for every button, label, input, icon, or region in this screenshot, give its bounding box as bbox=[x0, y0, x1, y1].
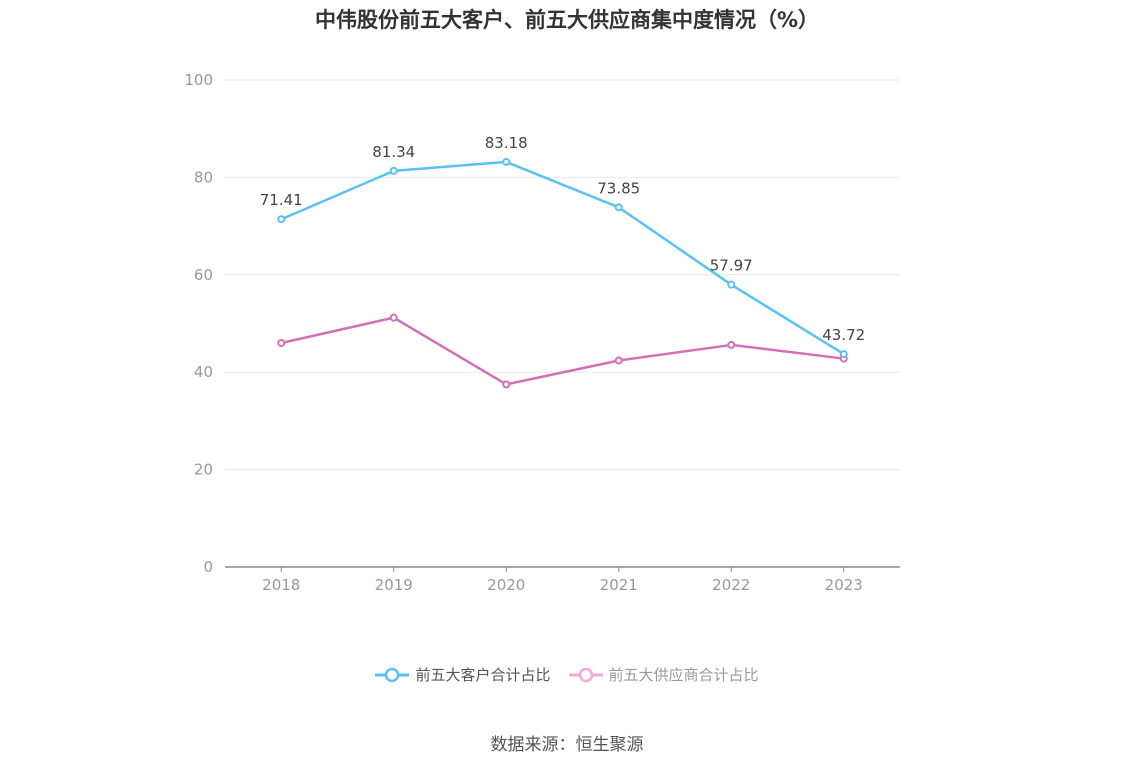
x-tick-label: 2023 bbox=[825, 576, 863, 594]
legend-item-suppliers[interactable]: 前五大供应商合计占比 bbox=[568, 664, 759, 685]
chart-title: 中伟股份前五大客户、前五大供应商集中度情况（%） bbox=[314, 8, 820, 32]
data-label: 83.18 bbox=[485, 134, 528, 152]
data-label: 81.34 bbox=[372, 143, 415, 161]
y-tick-label: 20 bbox=[194, 461, 213, 479]
legend-label-customers: 前五大客户合计占比 bbox=[415, 666, 551, 684]
data-label: 71.41 bbox=[260, 191, 303, 209]
data-point bbox=[502, 157, 511, 166]
data-point bbox=[839, 350, 848, 359]
data-point bbox=[277, 215, 286, 224]
y-tick-label: 80 bbox=[194, 168, 213, 186]
data-label: 73.85 bbox=[597, 179, 640, 197]
data-label: 57.97 bbox=[710, 257, 753, 275]
x-tick-label: 2020 bbox=[487, 576, 525, 594]
data-point bbox=[727, 280, 736, 289]
x-tick-label: 2019 bbox=[375, 576, 413, 594]
x-tick-label: 2018 bbox=[262, 576, 300, 594]
data-point bbox=[389, 166, 398, 175]
x-tick-label: 2022 bbox=[712, 576, 750, 594]
legend-marker-customers-icon bbox=[375, 667, 410, 682]
y-tick-label: 40 bbox=[194, 363, 213, 381]
y-tick-label: 60 bbox=[194, 266, 213, 284]
legend-item-customers[interactable]: 前五大客户合计占比 bbox=[375, 664, 551, 685]
data-point bbox=[502, 380, 511, 389]
legend: 前五大客户合计占比 前五大供应商合计占比 bbox=[0, 664, 1134, 685]
data-point bbox=[389, 313, 398, 322]
data-point bbox=[727, 340, 736, 349]
legend-circle bbox=[578, 667, 593, 682]
legend-label-suppliers: 前五大供应商合计占比 bbox=[608, 666, 759, 684]
legend-marker-suppliers-icon bbox=[568, 667, 603, 682]
legend-circle bbox=[385, 667, 400, 682]
y-tick-label: 0 bbox=[203, 558, 213, 576]
line-chart: 0 20 40 60 80 100 2018 2019 2020 2021 2022 2023 71.4… bbox=[184, 71, 900, 594]
data-point bbox=[614, 356, 623, 365]
y-tick-label: 100 bbox=[184, 71, 213, 89]
data-point bbox=[614, 203, 623, 212]
x-tick-label: 2021 bbox=[600, 576, 638, 594]
data-point bbox=[277, 338, 286, 347]
data-source: 数据来源：恒生聚源 bbox=[490, 735, 644, 755]
data-label: 43.72 bbox=[822, 326, 865, 344]
series-line bbox=[280, 160, 845, 356]
series-line bbox=[280, 316, 844, 386]
